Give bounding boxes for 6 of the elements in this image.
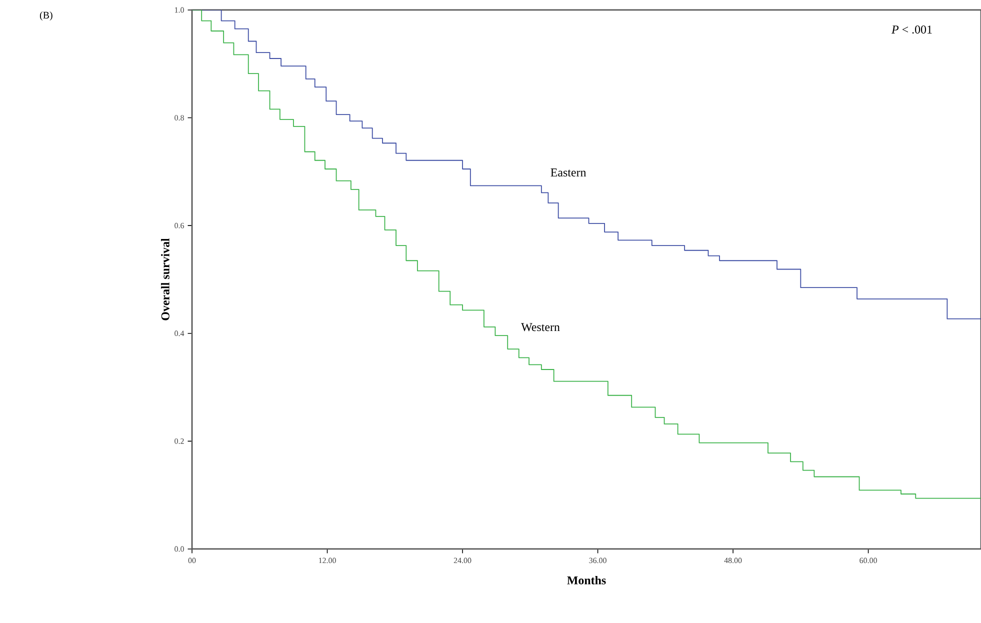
y-axis-title: Overall survival bbox=[160, 238, 170, 320]
annotation: P < .001 bbox=[891, 26, 932, 34]
text: (B) bbox=[40, 12, 52, 21]
series-label: Western bbox=[521, 323, 560, 332]
x-axis-title: Months bbox=[567, 576, 606, 584]
series-label: Eastern bbox=[550, 168, 586, 176]
